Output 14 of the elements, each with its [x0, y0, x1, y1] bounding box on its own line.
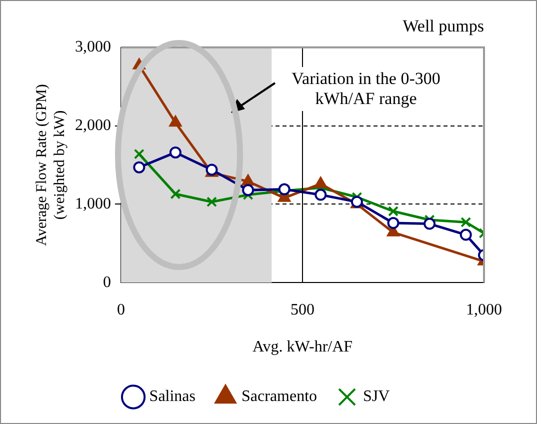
x-tick-label: 1,000 [466, 301, 502, 318]
x-tick-label: 0 [117, 301, 125, 318]
x-tick-label: 500 [290, 301, 314, 318]
legend-label: Sacramento [242, 388, 318, 406]
y-axis-title: Average Flow Rate (GPM) (weighted by kW) [34, 84, 68, 246]
y-tick-label: 0 [103, 274, 111, 291]
chart-title: Well pumps [402, 16, 484, 36]
y-tick-label: 3,000 [75, 38, 111, 56]
x-axis-title: Avg. kW-hr/AF [252, 338, 353, 356]
annotation: Variation in the 0-300 kWh/AF range [273, 67, 459, 111]
y-tick-label: 2,000 [75, 117, 111, 134]
legend-label: SJV [363, 388, 390, 406]
y-tick-label: 1,000 [75, 195, 111, 212]
legend-label: Salinas [149, 388, 196, 406]
